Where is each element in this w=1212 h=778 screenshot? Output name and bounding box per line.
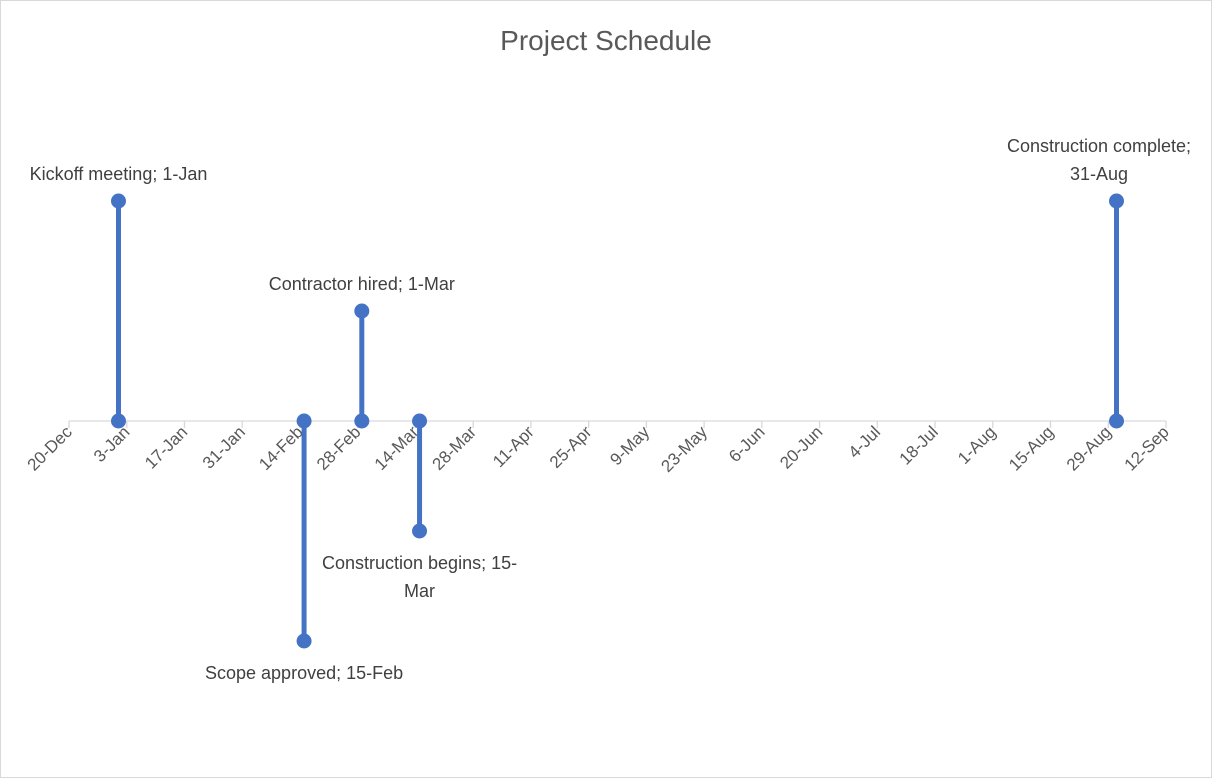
milestone-data-label: Mar bbox=[404, 581, 435, 601]
x-tick-label: 20-Dec bbox=[24, 422, 77, 475]
x-tick-label: 28-Mar bbox=[428, 422, 480, 474]
chart-title: Project Schedule bbox=[500, 25, 712, 56]
x-tick-label: 23-May bbox=[657, 422, 711, 476]
x-tick-label: 25-Apr bbox=[546, 422, 596, 472]
milestone-labels: Kickoff meeting; 1-Jan Scope approved; 15… bbox=[30, 136, 1191, 683]
milestone-point bbox=[412, 523, 428, 539]
milestone-point bbox=[110, 193, 126, 209]
milestone-series bbox=[110, 193, 1125, 649]
milestone-point bbox=[354, 303, 370, 319]
milestone-point bbox=[296, 633, 312, 649]
x-tick-label: 14-Mar bbox=[371, 422, 423, 474]
x-tick-label: 18-Jul bbox=[896, 422, 942, 468]
x-tick-label: 29-Aug bbox=[1063, 422, 1115, 474]
milestone-base-point bbox=[412, 413, 428, 429]
milestone-point bbox=[1109, 193, 1125, 209]
x-tick-label: 20-Jun bbox=[776, 422, 826, 472]
x-tick-label: 4-Jul bbox=[845, 422, 884, 461]
x-tick-label: 12-Sep bbox=[1121, 422, 1173, 474]
x-tick-label: 15-Aug bbox=[1005, 422, 1057, 474]
x-tick-label: 17-Jan bbox=[141, 422, 191, 472]
milestone-base-point bbox=[354, 413, 370, 429]
milestone-data-label: Construction complete; bbox=[1007, 136, 1191, 156]
milestone-data-label: Kickoff meeting; 1-Jan bbox=[30, 164, 208, 184]
milestone-data-label: Construction begins; 15- bbox=[322, 553, 517, 573]
x-tick-label: 1-Aug bbox=[954, 422, 1000, 468]
x-tick-label: 14-Feb bbox=[255, 422, 307, 474]
milestone-base-point bbox=[110, 413, 126, 429]
x-tick-label: 3-Jan bbox=[90, 422, 134, 466]
x-tick-label: 28-Feb bbox=[313, 422, 365, 474]
x-tick-label: 6-Jun bbox=[725, 422, 769, 466]
milestone-data-label: Contractor hired; 1-Mar bbox=[269, 274, 455, 294]
milestone-data-label: Scope approved; 15-Feb bbox=[205, 663, 403, 683]
x-axis: 20-Dec 3-Jan 17-Jan 31-Jan 14-Feb 28-Feb 14-Ma… bbox=[24, 420, 1173, 476]
milestone-base-point bbox=[1109, 413, 1125, 429]
milestone-base-point bbox=[296, 413, 312, 429]
x-tick-label: 31-Jan bbox=[199, 422, 249, 472]
x-tick-label: 9-May bbox=[606, 422, 653, 469]
x-tick-label: 11-Apr bbox=[489, 422, 538, 471]
milestone-data-label: 31-Aug bbox=[1070, 164, 1128, 184]
